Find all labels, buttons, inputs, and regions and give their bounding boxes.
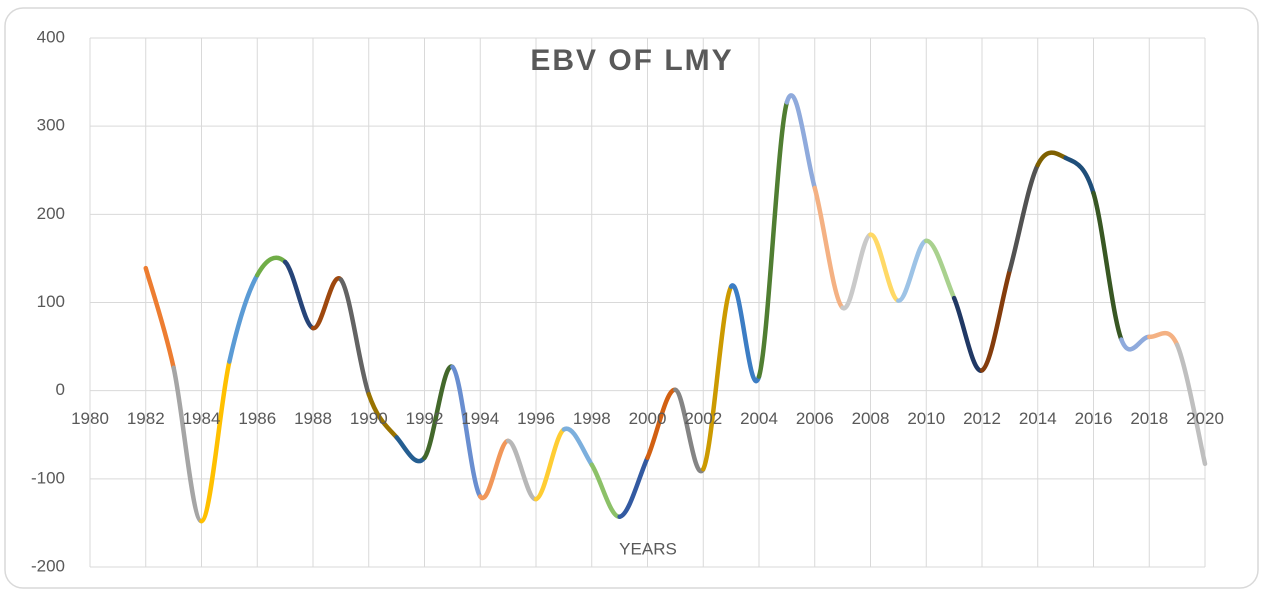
line-segment xyxy=(924,238,957,301)
chart-border xyxy=(4,7,1259,589)
x-tick-label: 1984 xyxy=(183,409,221,428)
x-tick-label: 1990 xyxy=(350,409,388,428)
x-tick-label: 2012 xyxy=(963,409,1001,428)
line-segment xyxy=(951,295,985,373)
y-tick-label: -100 xyxy=(31,468,65,487)
line-segment xyxy=(255,255,288,278)
x-tick-label: 1996 xyxy=(517,409,555,428)
line-segment xyxy=(840,232,873,311)
y-tick-label: 300 xyxy=(37,116,65,135)
x-tick-label: 2020 xyxy=(1186,409,1224,428)
line-segment xyxy=(143,265,176,370)
line-segment xyxy=(701,284,734,472)
line-segment xyxy=(1091,190,1124,342)
x-tick-label: 1986 xyxy=(238,409,276,428)
y-tick-label: 200 xyxy=(37,204,65,223)
line-segment xyxy=(1147,330,1180,348)
line-segment xyxy=(310,276,344,331)
x-tick-label: 1998 xyxy=(573,409,611,428)
line-segment xyxy=(673,387,706,474)
line-segment xyxy=(227,272,260,364)
x-tick-label: 1980 xyxy=(71,409,109,428)
x-tick-label: 1982 xyxy=(127,409,165,428)
line-segment xyxy=(199,359,232,524)
line-segment xyxy=(1035,150,1068,168)
y-tick-label: 0 xyxy=(56,380,65,399)
x-tick-label: 1992 xyxy=(406,409,444,428)
line-segment xyxy=(394,435,427,464)
chart-title: EBV OF LMY xyxy=(530,44,733,77)
line-segment xyxy=(338,277,371,397)
line-segment xyxy=(561,426,594,467)
line-segment xyxy=(589,462,622,519)
line-segment xyxy=(422,364,455,460)
line-segment xyxy=(812,185,845,311)
x-tick-label: 2000 xyxy=(629,409,667,428)
line-segment xyxy=(505,438,539,502)
x-tick-label: 2008 xyxy=(852,409,890,428)
y-tick-label: -200 xyxy=(31,556,65,575)
line-segment xyxy=(1119,334,1152,352)
x-tick-label: 2014 xyxy=(1019,409,1057,428)
line-segment xyxy=(366,391,399,440)
x-tick-label: 2010 xyxy=(907,409,945,428)
line-segment xyxy=(1007,162,1040,273)
y-tick-label: 400 xyxy=(37,27,65,46)
x-tick-label: 2004 xyxy=(740,409,778,428)
line-segment xyxy=(478,438,511,501)
line-segment xyxy=(784,93,817,191)
line-segment xyxy=(533,427,567,502)
grid xyxy=(89,37,1206,568)
line-segment xyxy=(645,387,678,460)
line-segment xyxy=(728,283,762,383)
line-series xyxy=(143,93,1208,524)
x-tick-label: 2018 xyxy=(1130,409,1168,428)
x-tick-label: 1994 xyxy=(461,409,499,428)
line-segment xyxy=(979,267,1013,373)
x-tick-label: 2002 xyxy=(684,409,722,428)
line-segment xyxy=(1063,155,1096,196)
line-segment xyxy=(282,259,316,331)
line-segment xyxy=(756,100,790,379)
line-segment xyxy=(1174,342,1208,467)
x-tick-label: 1988 xyxy=(294,409,332,428)
labels: -200 -100 0 100 200 300 400 1980 1982 1984 1986 198… xyxy=(31,27,1224,575)
x-axis-label: YEARS xyxy=(619,539,677,558)
y-tick-label: 100 xyxy=(37,292,65,311)
line-segment xyxy=(450,364,483,499)
line-segment xyxy=(617,455,650,519)
x-tick-label: 2016 xyxy=(1075,409,1113,428)
x-tick-label: 2006 xyxy=(796,409,834,428)
line-segment xyxy=(868,232,901,303)
line-segment xyxy=(896,238,929,303)
line-segment xyxy=(171,365,204,524)
